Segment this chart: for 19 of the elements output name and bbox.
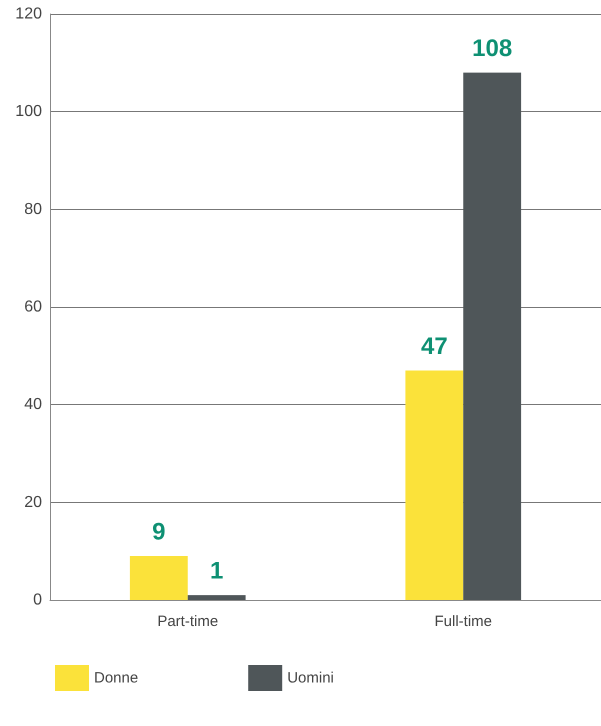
y-tick-label: 0	[33, 592, 42, 608]
y-tick-label: 100	[15, 103, 42, 120]
y-tick-label: 60	[24, 298, 42, 316]
bar	[463, 72, 522, 600]
data-label: 9	[152, 518, 166, 546]
legend-label: Donne	[94, 670, 138, 686]
bar	[130, 556, 188, 600]
y-tick-label: 40	[24, 396, 42, 414]
data-label: 1	[210, 558, 224, 585]
y-tick-label: 80	[24, 200, 42, 218]
x-tick-label: Full-time	[434, 613, 492, 630]
y-tick-label: 20	[24, 494, 42, 511]
data-label: 108	[472, 35, 512, 62]
bar	[188, 595, 246, 600]
x-tick-label: Part-time	[157, 613, 218, 630]
y-tick-label: 120	[15, 6, 42, 22]
bar	[405, 370, 464, 600]
legend-label: Uomini	[287, 670, 334, 686]
data-label: 47	[420, 332, 448, 360]
